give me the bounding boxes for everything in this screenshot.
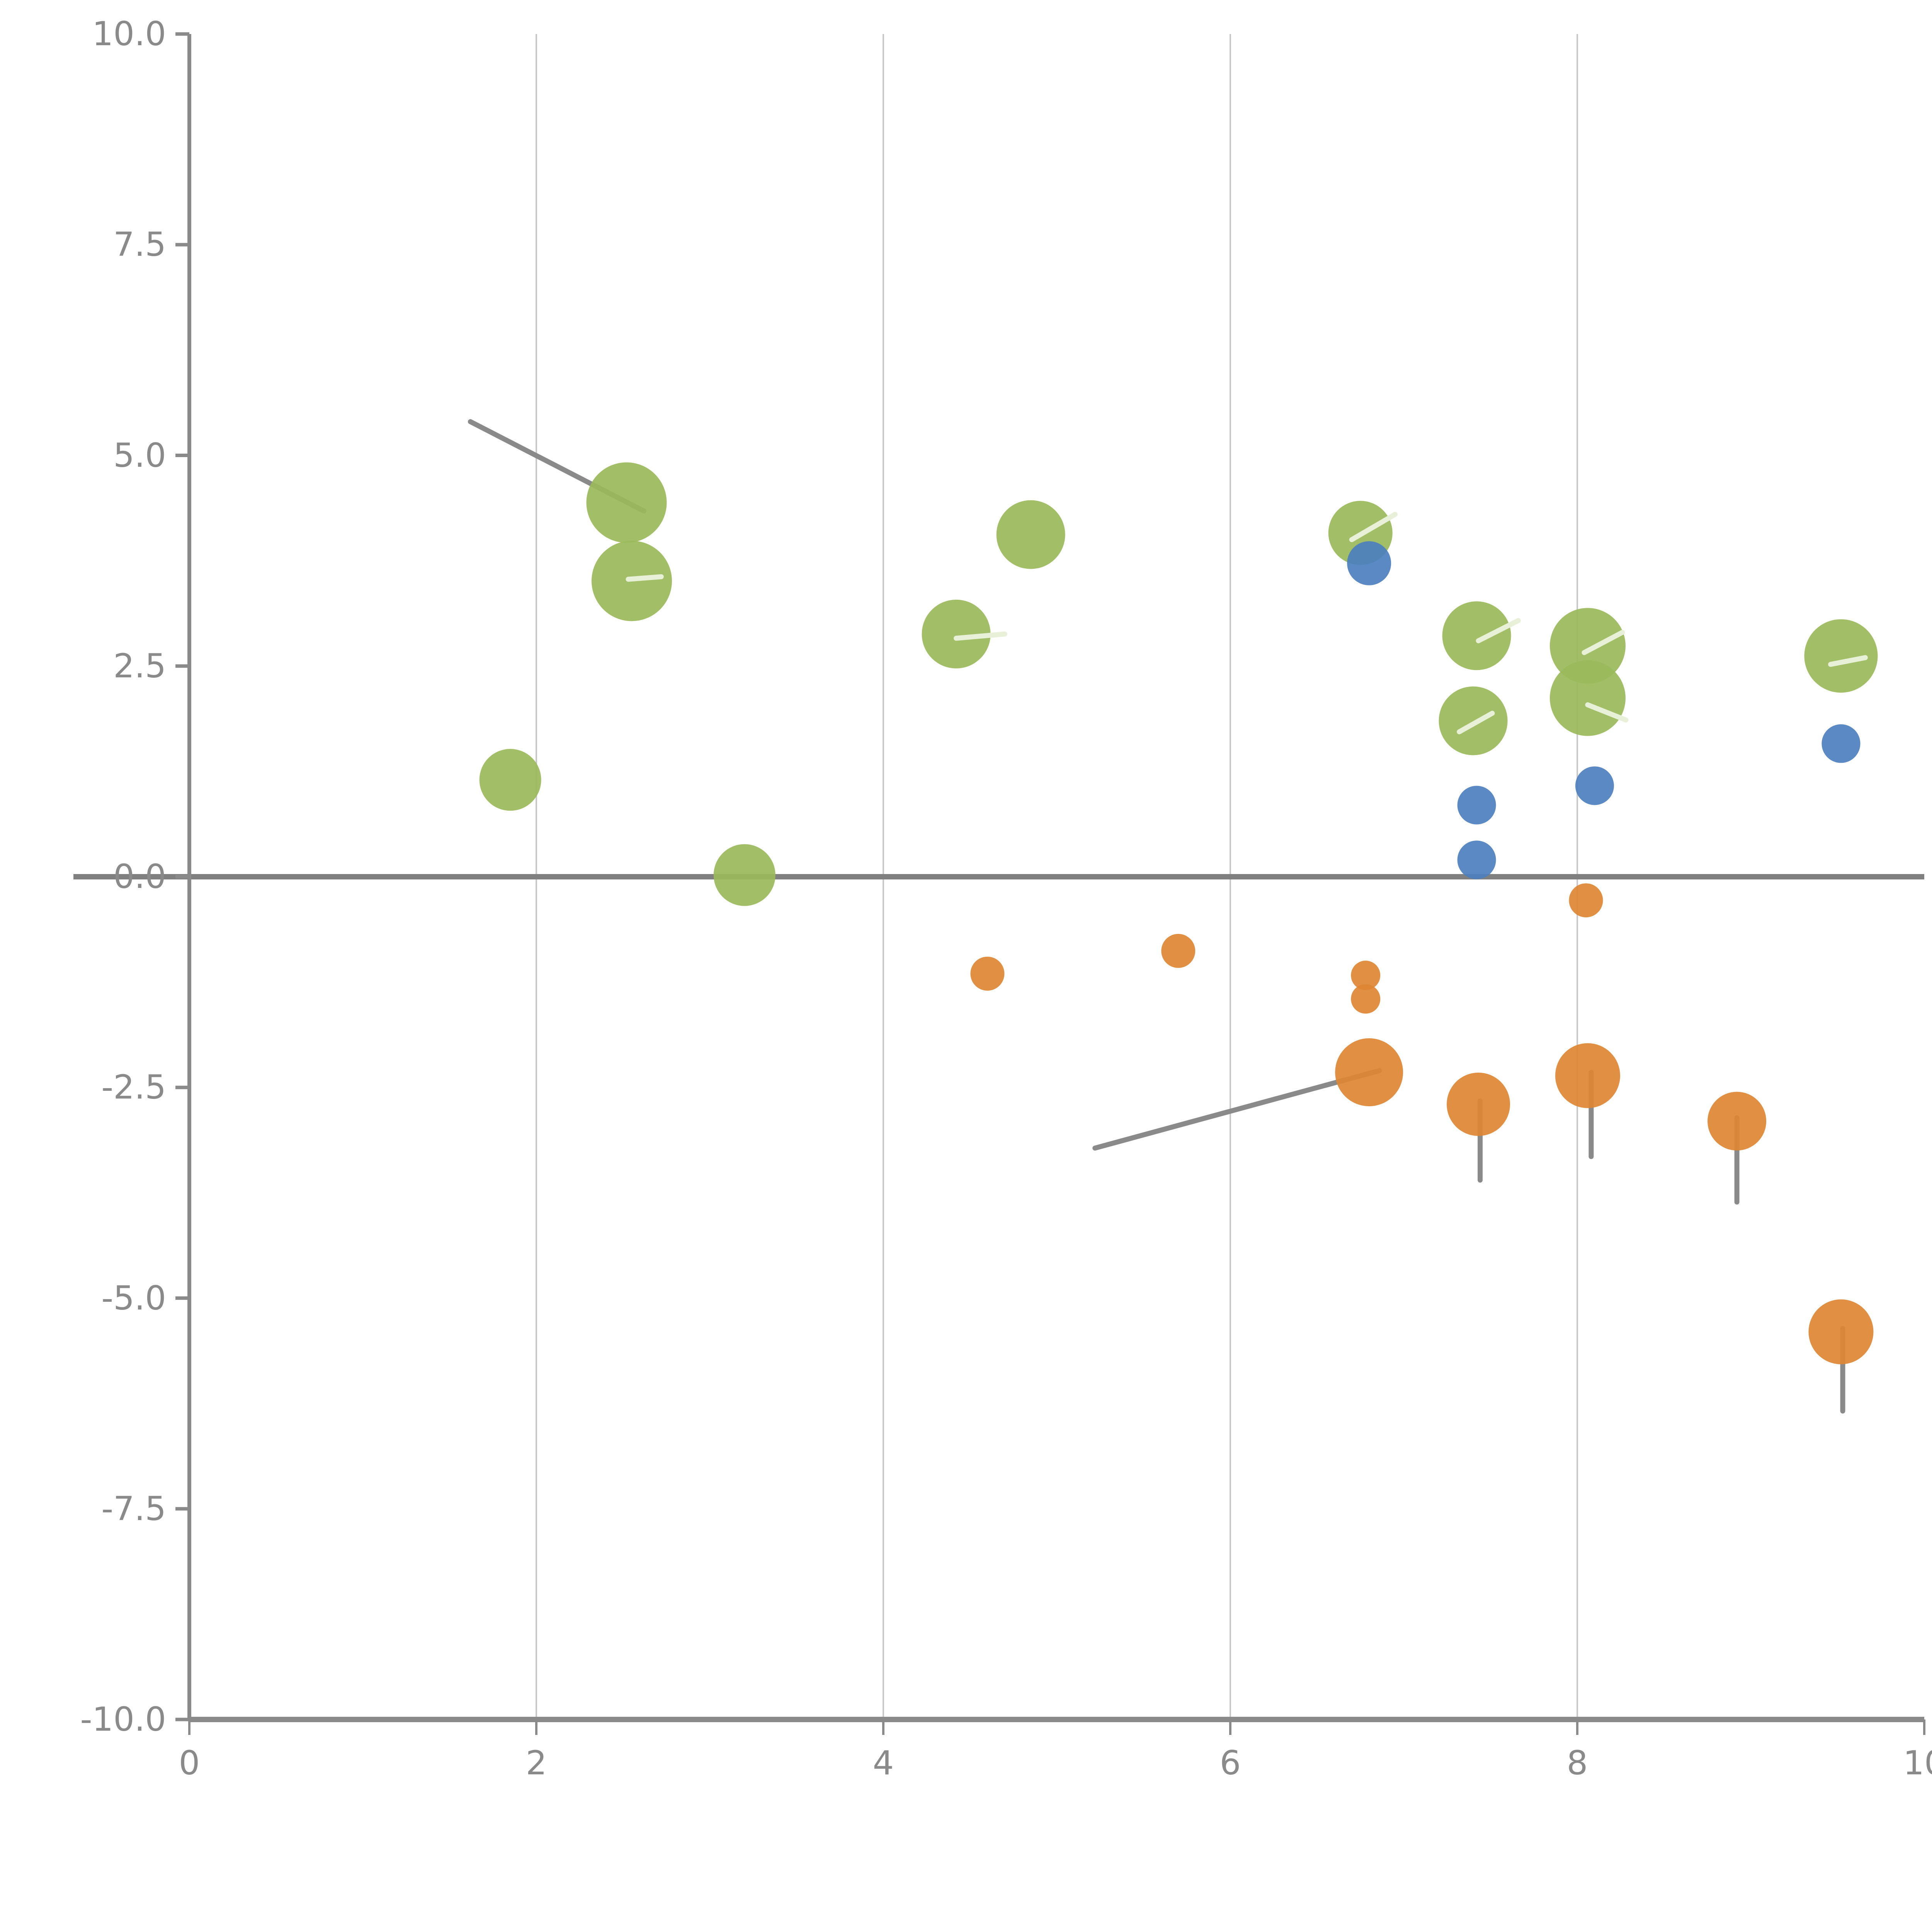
error-bar — [1349, 512, 1398, 543]
data-point-green[interactable] — [996, 500, 1065, 569]
data-point-blue[interactable] — [1347, 541, 1391, 585]
series-orange — [970, 883, 1874, 1364]
data-point-orange[interactable] — [1708, 1092, 1767, 1151]
x-tick-label: 2 — [526, 1744, 547, 1782]
error-bar — [1582, 630, 1625, 655]
y-tick-label: -5.0 — [101, 1279, 166, 1318]
data-point-orange[interactable] — [1335, 1038, 1403, 1106]
error-bar — [1476, 618, 1521, 643]
axis-tick-marks — [175, 32, 1925, 1735]
error-bar — [1457, 711, 1495, 735]
data-point-blue[interactable] — [1821, 724, 1861, 763]
y-tick-label: 10.0 — [92, 15, 166, 53]
y-tick-label: 5.0 — [113, 436, 166, 475]
data-point-blue[interactable] — [1575, 766, 1614, 805]
y-tick-label: 0.0 — [113, 857, 166, 896]
series-green — [479, 462, 1878, 906]
data-point-green[interactable] — [713, 844, 776, 906]
series-blue — [1347, 541, 1861, 879]
data-point-orange[interactable] — [1351, 961, 1381, 990]
y-tick-label: 7.5 — [113, 225, 166, 264]
x-tick-label: 4 — [872, 1744, 894, 1782]
data-point-blue[interactable] — [1457, 786, 1496, 825]
data-point-orange[interactable] — [1569, 883, 1603, 918]
data-point-green[interactable] — [479, 749, 541, 811]
data-point-green[interactable] — [586, 462, 667, 543]
error-bar — [954, 631, 1007, 641]
data-point-green[interactable] — [1442, 601, 1511, 670]
y-tick-label: 2.5 — [113, 646, 166, 685]
error-bar — [1585, 702, 1629, 723]
data-point-green[interactable] — [1549, 608, 1626, 684]
data-point-green[interactable] — [1804, 619, 1878, 693]
error-bar — [1828, 655, 1868, 667]
data-point-orange[interactable] — [1351, 984, 1381, 1014]
x-tick-label: 6 — [1219, 1744, 1241, 1782]
data-point-orange[interactable] — [1555, 1043, 1620, 1108]
data-point-orange[interactable] — [970, 956, 1005, 991]
data-point-orange[interactable] — [1808, 1299, 1874, 1364]
error-bar — [626, 574, 664, 582]
data-point-orange[interactable] — [1447, 1072, 1510, 1136]
error-bar — [1092, 1068, 1382, 1151]
data-point-green[interactable] — [1439, 686, 1508, 755]
error-bars — [468, 419, 1845, 1414]
x-tick-label: 8 — [1566, 1744, 1588, 1782]
error-bars-foreground — [626, 512, 1868, 735]
data-point-green[interactable] — [1549, 660, 1626, 736]
y-tick-label: -7.5 — [101, 1489, 166, 1528]
y-tick-label: -10.0 — [80, 1700, 166, 1739]
data-point-green[interactable] — [922, 599, 991, 668]
y-tick-label: -2.5 — [101, 1068, 166, 1107]
data-points — [479, 462, 1878, 1364]
data-point-blue[interactable] — [1457, 840, 1496, 879]
x-tick-label: 0 — [179, 1744, 200, 1782]
data-point-orange[interactable] — [1161, 934, 1196, 968]
x-tick-label: 10 — [1903, 1744, 1932, 1782]
